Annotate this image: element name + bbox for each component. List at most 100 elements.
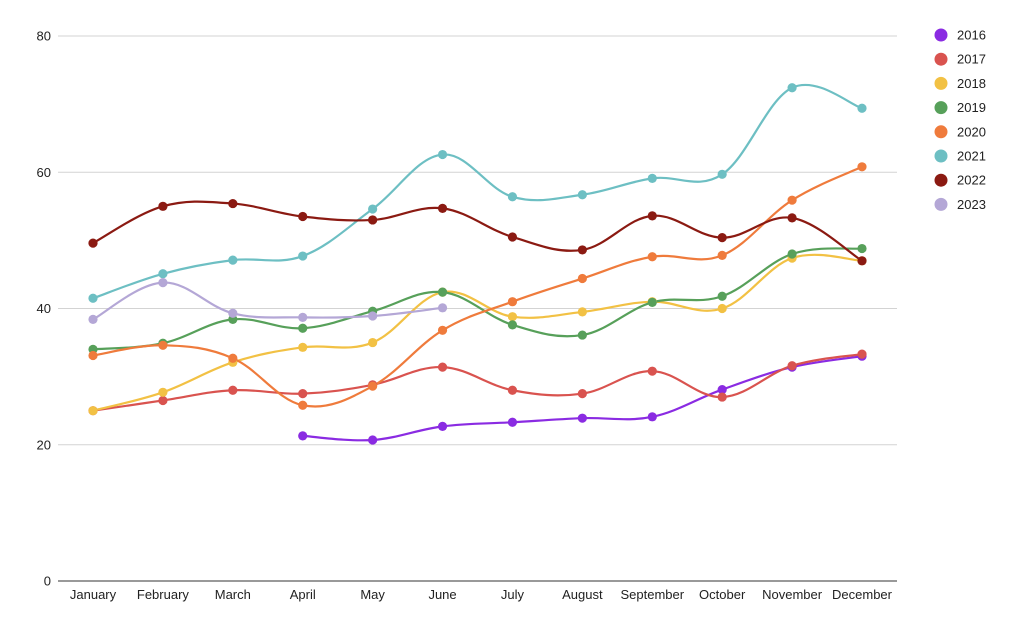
legend-marker-2016	[934, 28, 948, 42]
legend-label: 2020	[957, 124, 986, 139]
legend-marker-2022	[934, 173, 948, 187]
series-line-2016	[301, 355, 864, 442]
data-point-2022	[228, 198, 238, 209]
x-axis-ticks: January February March April May June July Augu…	[70, 587, 893, 602]
data-point-2019	[437, 287, 448, 297]
legend-label: 2016	[957, 28, 986, 43]
legend-marker-2017	[934, 52, 948, 66]
data-point-2020	[717, 250, 727, 260]
data-point-2020	[298, 400, 308, 410]
data-point-2017	[298, 389, 308, 399]
data-point-2020	[507, 297, 518, 307]
data-point-2021	[787, 83, 797, 93]
data-point-2016	[507, 417, 518, 427]
x-tick-label: July	[501, 587, 525, 602]
data-point-2022	[577, 245, 587, 255]
data-point-2016	[717, 384, 727, 395]
data-point-2020	[787, 195, 797, 205]
series-lines	[91, 83, 864, 442]
data-point-2020	[577, 273, 587, 284]
data-point-2020	[647, 252, 657, 262]
data-point-2022	[717, 233, 727, 243]
data-point-2021	[298, 251, 308, 261]
legend-marker-2020	[934, 125, 948, 139]
data-point-2017	[507, 385, 518, 395]
data-point-2020	[158, 340, 168, 350]
data-point-2022	[88, 238, 98, 248]
data-point-2020	[228, 353, 238, 363]
data-point-2020	[88, 350, 98, 361]
data-point-2021	[857, 103, 867, 113]
data-point-2021	[647, 173, 657, 183]
data-point-2022	[158, 201, 168, 211]
legend-label: 2018	[957, 76, 986, 91]
data-point-2022	[647, 211, 657, 221]
data-point-2018	[298, 342, 308, 352]
y-tick-label: 40	[37, 301, 51, 316]
data-point-2022	[857, 256, 867, 266]
legend-marker-2019	[934, 101, 948, 115]
data-point-2016	[298, 431, 308, 441]
data-point-2018	[368, 337, 378, 348]
y-tick-label: 0	[44, 574, 51, 589]
data-point-2022	[787, 213, 797, 223]
data-point-2023	[368, 311, 378, 321]
data-point-2021	[437, 149, 448, 160]
x-tick-label: August	[562, 587, 603, 602]
x-tick-label: April	[290, 587, 316, 602]
x-tick-label: February	[137, 587, 190, 602]
data-point-2018	[577, 307, 587, 317]
data-point-2021	[158, 269, 168, 279]
legend-label: 2022	[957, 173, 986, 188]
data-point-2017	[437, 362, 448, 372]
x-tick-label: November	[762, 587, 823, 602]
legend-label: 2023	[957, 197, 986, 212]
legend-marker-2023	[934, 197, 948, 211]
x-tick-label: March	[215, 587, 251, 602]
data-point-2021	[507, 192, 518, 202]
x-tick-label: September	[620, 587, 684, 602]
data-point-2022	[368, 215, 378, 225]
series-line-2023	[91, 281, 444, 321]
data-point-2023	[88, 314, 98, 324]
legend-label: 2017	[957, 52, 986, 67]
series-line-2018	[91, 253, 864, 412]
data-point-2022	[298, 211, 308, 222]
data-point-2019	[857, 243, 867, 254]
x-tick-label: January	[70, 587, 117, 602]
legend-label: 2021	[957, 149, 986, 164]
series-line-2021	[91, 83, 864, 300]
x-tick-label: December	[832, 587, 893, 602]
data-point-2017	[158, 395, 168, 406]
data-point-2021	[88, 293, 98, 303]
legend-marker-2018	[934, 76, 948, 90]
data-point-2016	[647, 412, 657, 422]
data-point-2016	[577, 413, 587, 423]
data-point-2018	[507, 312, 518, 322]
data-point-2016	[368, 435, 378, 445]
data-point-2021	[228, 255, 238, 265]
series-line-2022	[91, 200, 864, 262]
data-point-2023	[228, 308, 238, 318]
x-tick-label: May	[360, 587, 385, 602]
data-point-2017	[577, 389, 587, 399]
series-line-2017	[91, 353, 864, 412]
data-point-2021	[577, 190, 587, 200]
data-point-2021	[717, 169, 727, 179]
x-tick-label: June	[428, 587, 456, 602]
data-point-2020	[437, 325, 448, 335]
data-point-2020	[857, 162, 867, 172]
data-point-2017	[717, 392, 727, 402]
data-point-2018	[717, 303, 727, 314]
y-axis-ticks: 0 20 40 60 80	[37, 29, 51, 589]
series-points	[88, 83, 867, 445]
data-point-2017	[228, 385, 238, 395]
data-point-2023	[158, 278, 168, 288]
data-point-2023	[298, 312, 308, 322]
data-point-2016	[437, 421, 448, 431]
data-point-2017	[647, 366, 657, 376]
data-point-2017	[787, 361, 797, 371]
legend: 2016 2017 2018 2019 2020 2021 2022 2023	[934, 28, 986, 212]
